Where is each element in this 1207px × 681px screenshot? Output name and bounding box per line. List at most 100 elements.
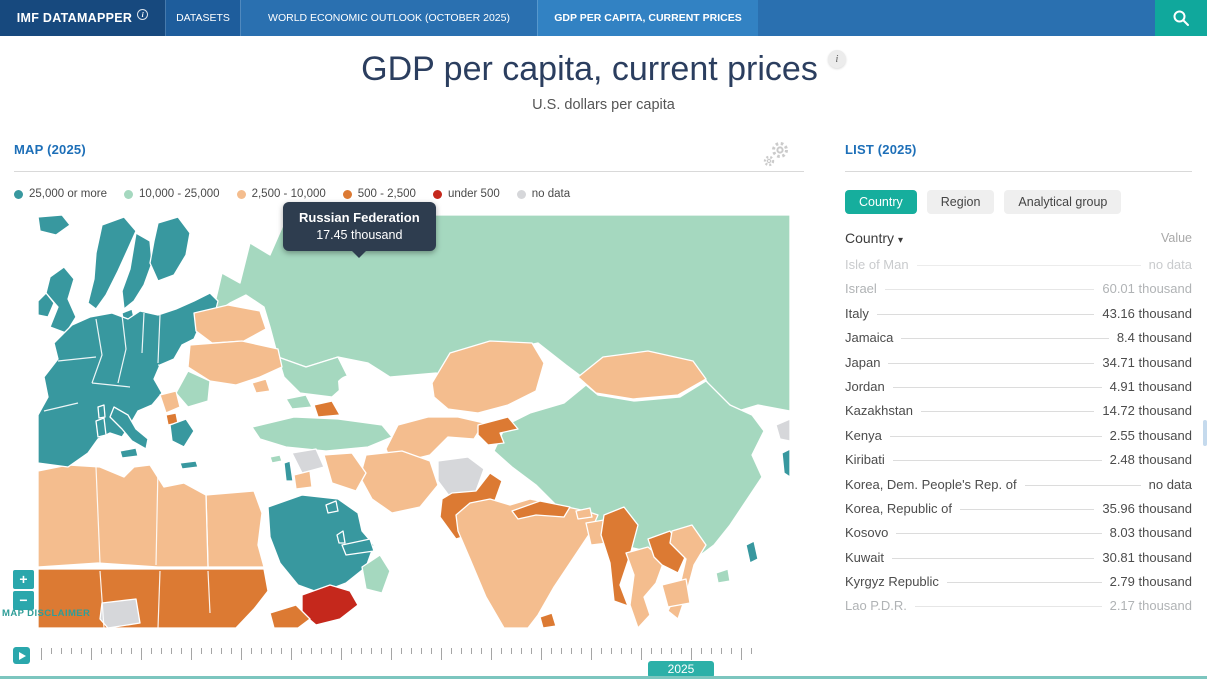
country-value: 14.72 thousand [1102,403,1192,419]
brand-label: IMF DATAMAPPER [16,11,133,25]
nav-spacer [758,0,1155,36]
tab-country[interactable]: Country [845,190,917,214]
nav-item-gdp-per-capita[interactable]: GDP PER CAPITA, CURRENT PRICES [537,0,758,36]
world-choropleth-map[interactable] [38,215,790,628]
list-row[interactable]: Jamaica 8.4 thousand [845,330,1192,354]
list-row[interactable]: Korea, Dem. People's Rep. of no data [845,477,1192,501]
list-row[interactable]: Israel 60.01 thousand [845,281,1192,305]
legend-label: 10,000 - 25,000 [139,188,220,200]
leader-line [914,606,1102,608]
brand-info-icon[interactable]: i [137,8,149,20]
timeline-tick [461,648,462,654]
timeline-tick [251,648,252,654]
country-name: Korea, Dem. People's Rep. of [845,476,1017,492]
map-settings-gear-icon[interactable] [760,140,792,170]
map-disclaimer-link[interactable]: MAP DISCLAIMER [2,608,91,619]
leader-line [876,313,1095,315]
list-row[interactable]: Kyrgyz Republic 2.79 thousand [845,574,1192,598]
legend-label: no data [531,188,571,200]
title-info-icon[interactable]: i [827,50,846,68]
timeline-tick [431,648,432,654]
country-value: 8.03 thousand [1109,525,1192,541]
timeline-tick [61,648,62,654]
tab-analytical-group[interactable]: Analytical group [1004,190,1122,214]
list-row[interactable]: Kazakhstan 14.72 thousand [845,403,1192,427]
timeline-tick [421,648,422,654]
list-column-headers: Country ▾ Value [845,230,1192,246]
timeline-tick [51,648,52,654]
list-row[interactable]: Korea, Republic of 35.96 thousand [845,501,1192,525]
scrollbar[interactable] [1203,420,1207,446]
list-row[interactable]: Italy 43.16 thousand [845,306,1192,330]
nav-item-datasets[interactable]: DATASETS [165,0,240,36]
brand-logo[interactable]: IMF DATAMAPPER i [0,0,165,36]
leader-line [920,411,1095,413]
nav-item-label: GDP PER CAPITA, CURRENT PRICES [554,12,742,24]
timeline-year-badge[interactable]: 2025 [648,661,714,678]
timeline-tick [71,648,72,654]
tab-region[interactable]: Region [926,190,995,214]
timeline-tick [491,648,492,660]
page-title-text: GDP per capita, current prices [361,50,818,88]
timeline-tick [131,648,132,654]
timeline-tick [371,648,372,654]
tooltip-country: Russian Federation [299,210,420,225]
list-row[interactable]: Lao P.D.R. 2.17 thousand [845,598,1192,622]
leader-line [1024,484,1141,486]
timeline-tick [351,648,352,654]
map-region-ukraine [187,340,283,386]
map-tooltip: Russian Federation 17.45 thousand [283,202,436,259]
timeline-tick [741,648,742,660]
timeline-tick [231,648,232,654]
list-panel-heading: LIST (2025) [845,142,917,157]
list-row[interactable]: Kosovo 8.03 thousand [845,525,1192,549]
search-button[interactable] [1155,0,1207,36]
timeline-tick [171,648,172,654]
timeline-tick [271,648,272,654]
list-row[interactable]: Isle of Man no data [845,257,1192,281]
timeline-tick [151,648,152,654]
leader-line [892,460,1102,462]
leader-line [889,435,1102,437]
list-row[interactable]: Kenya 2.55 thousand [845,428,1192,452]
list-row[interactable]: Kuwait 30.81 thousand [845,550,1192,574]
list-row[interactable]: Kiribati 2.48 thousand [845,452,1192,476]
nav-item-weo[interactable]: WORLD ECONOMIC OUTLOOK (OCTOBER 2025) [240,0,537,36]
country-sort-dropdown[interactable]: Country ▾ [845,230,903,246]
timeline-tick [521,648,522,654]
legend-label: 2,500 - 10,000 [251,188,326,200]
map-zoom-in-button[interactable]: + [13,570,34,589]
timeline-tick [141,648,142,660]
timeline-tick [401,648,402,654]
legend-color-dot-icon [124,189,133,199]
timeline-tick [331,648,332,654]
timeline-tick [651,648,652,654]
list-row[interactable]: Japan 34.71 thousand [845,355,1192,379]
timeline-tick [531,648,532,654]
footer-rule [0,676,1207,679]
search-icon [1173,10,1189,26]
leader-line [892,386,1102,388]
country-column-label: Country [845,230,895,246]
country-value: 2.17 thousand [1109,598,1192,614]
map-zoom-out-button[interactable]: − [13,591,34,610]
map-region-india [455,498,599,628]
timeline-tick [391,648,392,660]
timeline-tick [621,648,622,654]
leader-line [884,289,1095,291]
timeline-ticks[interactable] [0,648,770,662]
country-name: Kyrgyz Republic [845,574,939,590]
legend-item: 25,000 or more [14,188,107,200]
leader-line [896,533,1102,535]
legend-color-dot-icon [432,189,442,199]
timeline-tick [691,648,692,660]
list-row[interactable]: Jordan 4.91 thousand [845,379,1192,403]
timeline-tick [41,648,42,660]
timeline-tick [601,648,602,654]
leader-line [888,362,1095,364]
country-value: no data [1148,257,1192,272]
nav-item-label: WORLD ECONOMIC OUTLOOK (OCTOBER 2025) [268,12,510,24]
timeline-play-button[interactable] [13,647,30,664]
leader-line [901,338,1109,340]
